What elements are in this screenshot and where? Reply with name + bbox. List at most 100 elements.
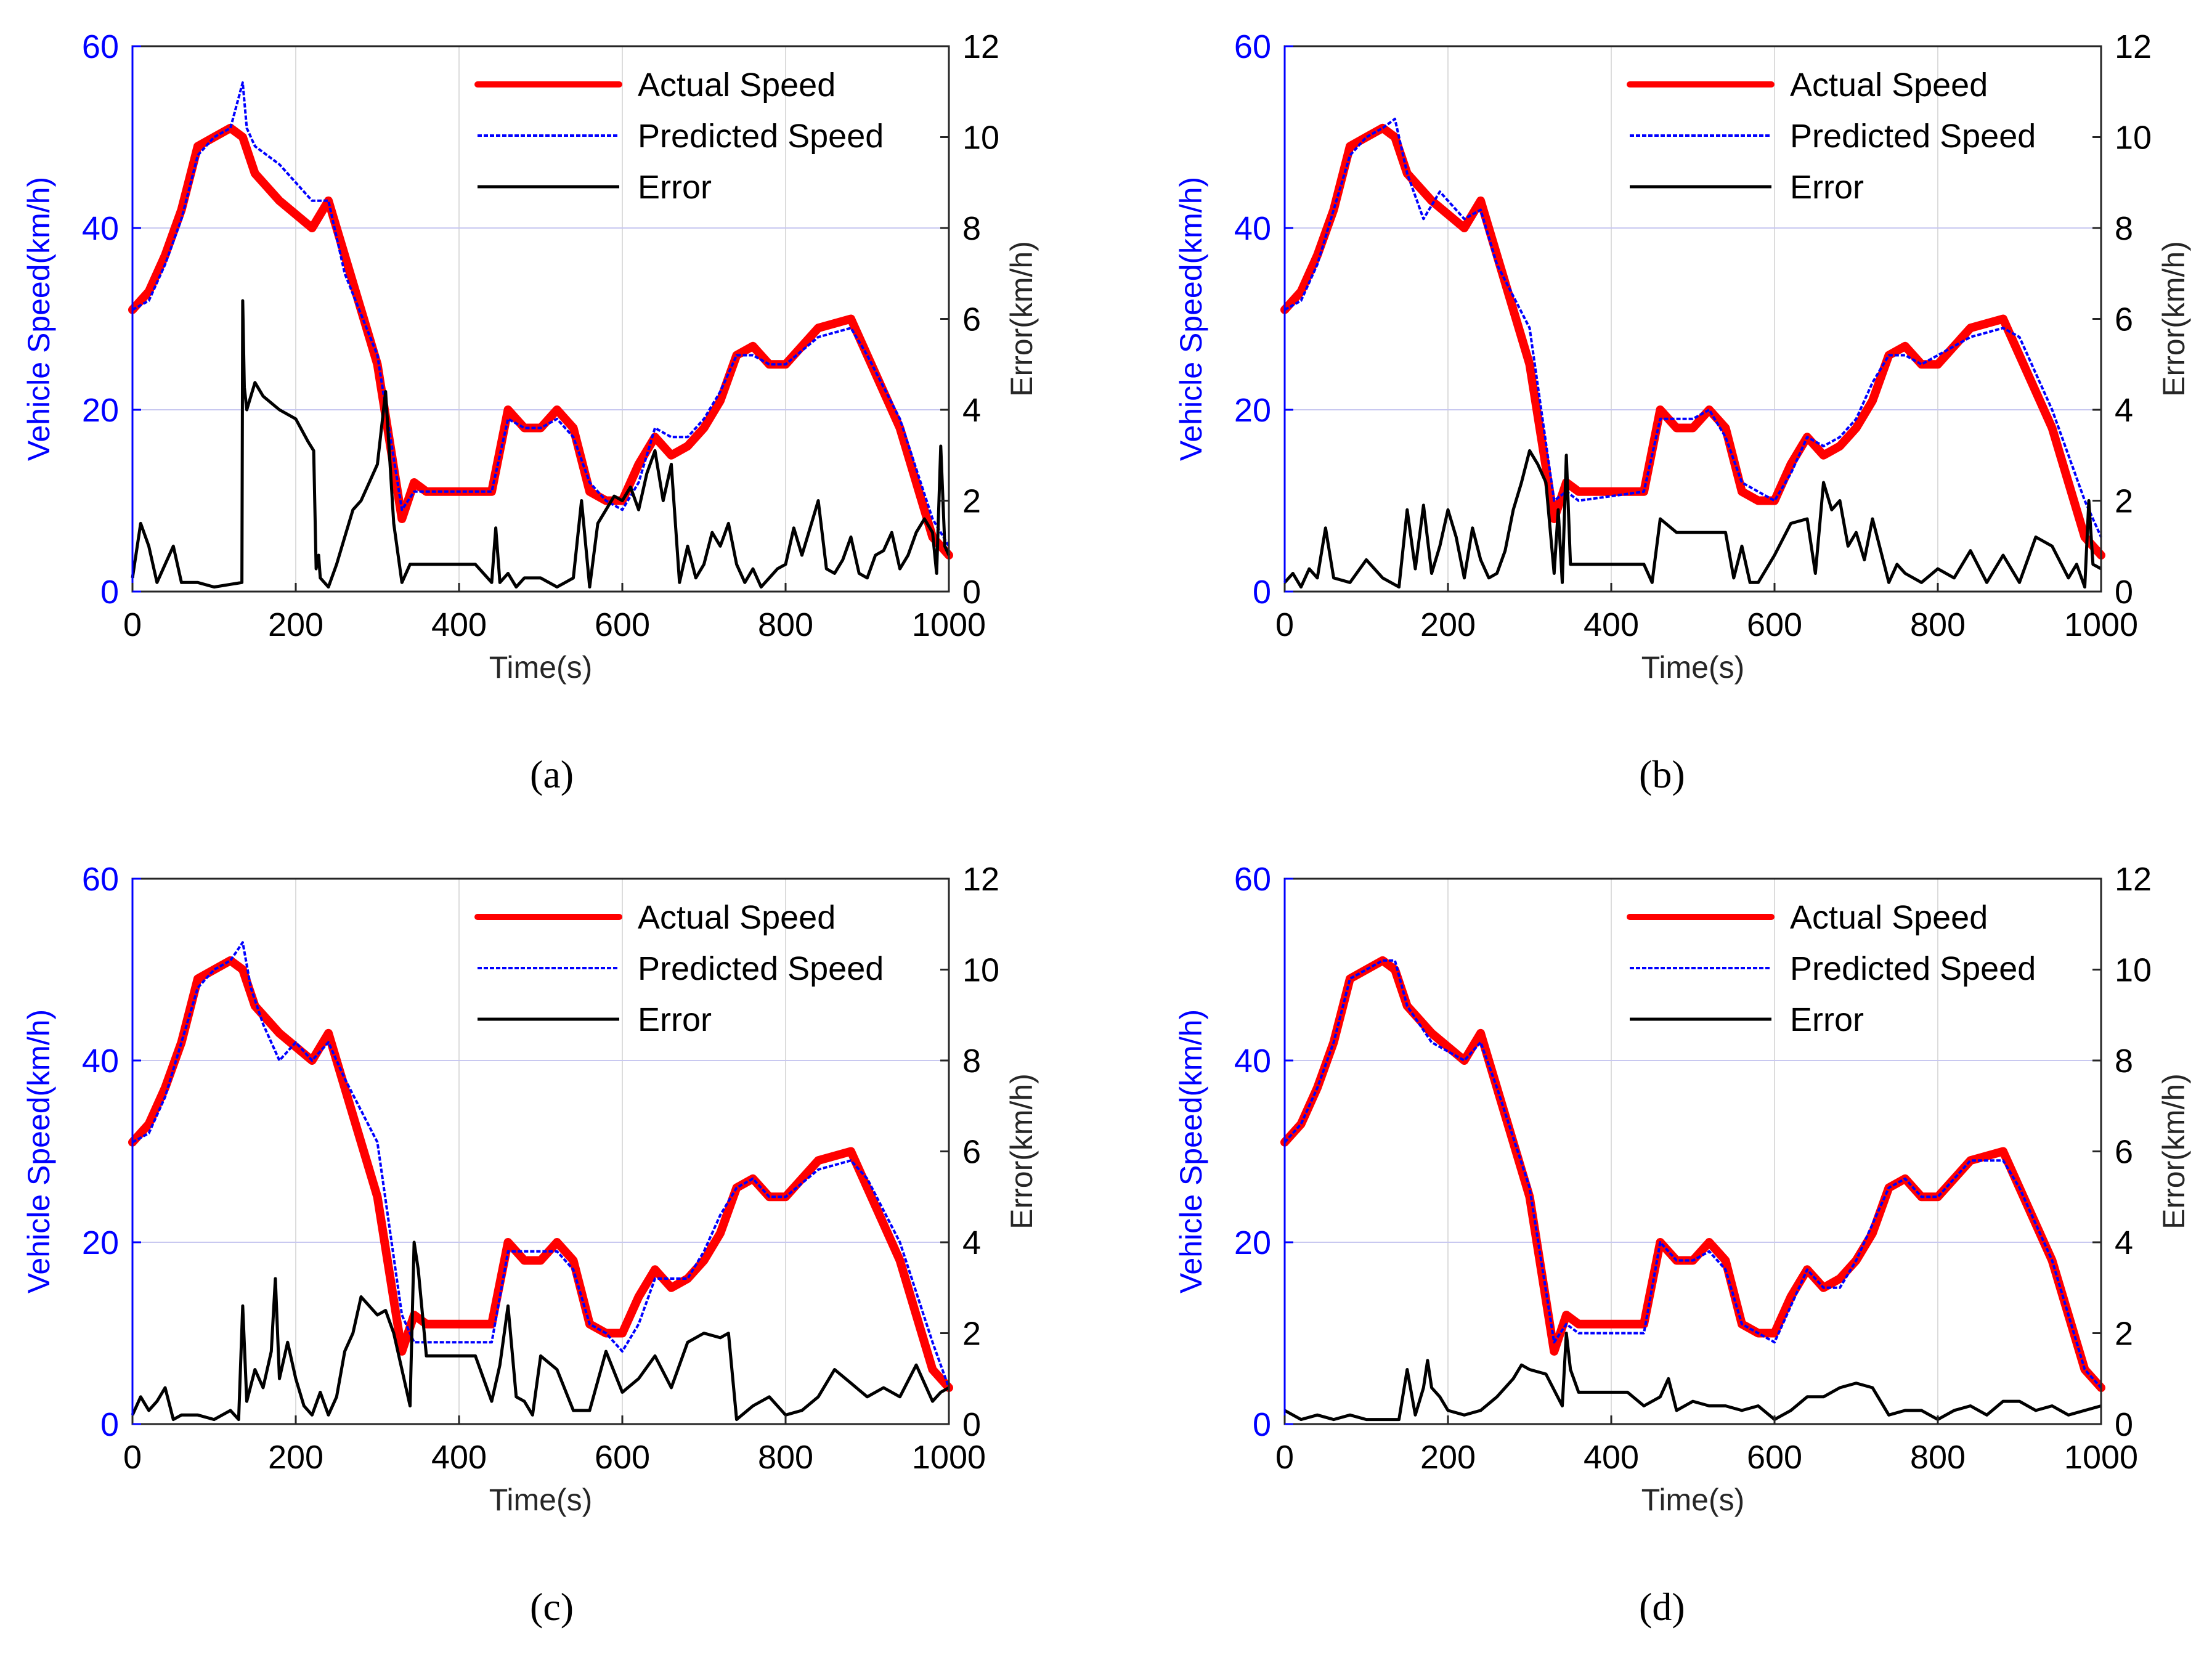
- y-tick-label: 40: [82, 210, 119, 247]
- y-tick-label: 0: [100, 1406, 119, 1443]
- y-tick-label: 0: [1253, 1406, 1271, 1443]
- x-axis-label: Time(s): [1641, 650, 1745, 685]
- predicted-speed-line: [1284, 118, 2102, 538]
- chart-d: 0 200 400 600 800 10000204060024681012Time(s)…: [1174, 861, 2191, 1517]
- y2-tick-label: 0: [962, 574, 981, 611]
- plot-area: [1285, 46, 2101, 592]
- y2-tick-label: 10: [962, 120, 999, 157]
- x-tick-label: 600: [1747, 1439, 1802, 1476]
- y-tick-label: 40: [82, 1043, 119, 1080]
- panel-b: 0 200 400 600 800 1000 0 20 40 60 0 2 4 6 8 10 12 Time(s)…: [1152, 0, 2212, 832]
- y-axis-label: Vehicle Speed(km/h): [22, 177, 56, 461]
- predicted-speed-line: [132, 941, 950, 1388]
- y-tick-label: 20: [1234, 1224, 1271, 1261]
- legend-actual-label: Actual Speed: [1790, 899, 1988, 936]
- plot-area: [1285, 879, 2101, 1424]
- x-tick-label: 600: [595, 606, 650, 643]
- y-tick-label: 0: [1253, 574, 1271, 611]
- panel-a: 0 200 400 600 800 1000 0 20 40 60 0 2 4 6 8 10 12 Time(s)…: [0, 0, 1106, 832]
- y2-tick-label: 12: [2115, 861, 2152, 898]
- x-tick-label: 0: [123, 1439, 142, 1476]
- caption-a: (a): [530, 752, 574, 796]
- y2-tick-label: 4: [962, 392, 981, 429]
- error-line: [131, 299, 951, 589]
- error-line: [131, 1240, 950, 1422]
- x-tick-label: 800: [758, 1439, 813, 1476]
- y2-tick-label: 8: [962, 1043, 981, 1080]
- caption-b: (b): [1639, 752, 1685, 796]
- x-tick-label: 400: [1584, 606, 1639, 643]
- actual-speed-line: [1280, 123, 2105, 560]
- x-tick-label: 200: [268, 1439, 323, 1476]
- x-tick-label: 600: [1747, 606, 1802, 643]
- x-tick-label: 0: [1275, 1439, 1294, 1476]
- error-line: [1283, 449, 2102, 589]
- y2-tick-label: 8: [2115, 1043, 2133, 1080]
- y2-tick-label: 2: [962, 1316, 981, 1353]
- y2-tick-label: 4: [2115, 392, 2133, 429]
- legend-error-label: Error: [638, 169, 712, 206]
- x-tick-label: 1000: [912, 606, 986, 643]
- x-tick-label: 400: [431, 1439, 487, 1476]
- y2-tick-label: 8: [2115, 210, 2133, 247]
- y2-tick-label: 6: [962, 301, 981, 338]
- y-tick-label: 60: [1234, 861, 1271, 898]
- y2-tick-label: 6: [962, 1134, 981, 1171]
- y2-tick-label: 12: [2115, 28, 2152, 65]
- x-tick-label: 200: [1420, 1439, 1476, 1476]
- legend-predicted-label: Predicted Speed: [1790, 950, 2036, 987]
- y2-axis-label: Error(km/h): [2157, 1073, 2191, 1229]
- x-tick-label: 800: [1910, 606, 1966, 643]
- y-tick-label: 20: [82, 392, 119, 429]
- x-tick-label: 400: [1584, 1439, 1639, 1476]
- x-tick-label: 600: [595, 1439, 650, 1476]
- chart-c: 0 200 400 600 800 10000204060024681012Time(s)…: [22, 861, 1039, 1517]
- x-axis-label: Time(s): [489, 650, 593, 685]
- x-tick-label: 0: [123, 606, 142, 643]
- y2-tick-label: 0: [962, 1406, 981, 1443]
- chart-b: 0 200 400 600 800 10000204060024681012Time(s)…: [1174, 28, 2191, 685]
- y-tick-label: 40: [1234, 1043, 1271, 1080]
- y2-tick-label: 12: [962, 861, 999, 898]
- y-tick-label: 0: [100, 574, 119, 611]
- legend-error-label: Error: [638, 1001, 712, 1038]
- y2-tick-label: 10: [2115, 952, 2152, 989]
- caption-d: (d): [1639, 1585, 1685, 1629]
- caption-c: (c): [530, 1585, 574, 1629]
- panel-c: 0 200 400 600 800 1000 0 20 40 60 0 2 4 6 8 10 12 Time(s)…: [0, 832, 1106, 1665]
- y-tick-label: 60: [1234, 28, 1271, 65]
- y2-tick-label: 4: [2115, 1224, 2133, 1261]
- x-tick-label: 1000: [2064, 1439, 2138, 1476]
- legend-predicted-label: Predicted Speed: [638, 950, 884, 987]
- y2-tick-label: 12: [962, 28, 999, 65]
- legend-error-label: Error: [1790, 1001, 1864, 1038]
- x-tick-label: 200: [1420, 606, 1476, 643]
- x-tick-label: 1000: [912, 1439, 986, 1476]
- y-axis-label: Vehicle Speed(km/h): [22, 1009, 56, 1293]
- chart-a: 0 200 400 600 800 10000204060024681012Time(s)…: [22, 28, 1039, 685]
- legend-actual-label: Actual Speed: [1790, 67, 1988, 104]
- x-tick-label: 800: [1910, 1439, 1966, 1476]
- y-tick-label: 20: [82, 1224, 119, 1261]
- y-axis-label: Vehicle Speed(km/h): [1174, 1009, 1208, 1293]
- y2-tick-label: 8: [962, 210, 981, 247]
- y2-tick-label: 10: [962, 952, 999, 989]
- y2-axis-label: Error(km/h): [2157, 241, 2191, 397]
- x-tick-label: 400: [431, 606, 487, 643]
- y2-tick-label: 2: [962, 483, 981, 520]
- plot-area: [132, 46, 949, 592]
- y2-tick-label: 6: [2115, 301, 2133, 338]
- legend-actual-label: Actual Speed: [638, 899, 836, 936]
- x-axis-label: Time(s): [1641, 1483, 1745, 1517]
- plot-area: [132, 879, 949, 1424]
- x-tick-label: 1000: [2064, 606, 2138, 643]
- y-axis-label: Vehicle Speed(km/h): [1174, 177, 1208, 461]
- predicted-speed-line: [1283, 959, 2102, 1389]
- legend-predicted-label: Predicted Speed: [638, 118, 884, 155]
- y-tick-label: 60: [82, 28, 119, 65]
- y2-tick-label: 2: [2115, 1316, 2133, 1353]
- x-tick-label: 0: [1275, 606, 1294, 643]
- legend-actual-label: Actual Speed: [638, 67, 836, 104]
- legend-error-label: Error: [1790, 169, 1864, 206]
- y2-tick-label: 0: [2115, 574, 2133, 611]
